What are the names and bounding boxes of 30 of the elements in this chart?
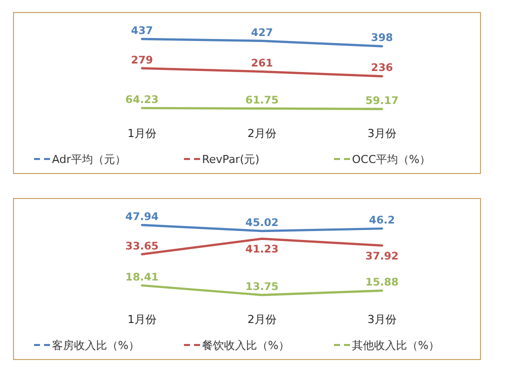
- legend-label: RevPar(元): [202, 153, 260, 166]
- x-tick-label: 2月份: [248, 127, 276, 140]
- x-tick-label: 3月份: [368, 127, 396, 140]
- data-label: 64.23: [125, 94, 159, 106]
- x-tick-label: 1月份: [128, 127, 156, 140]
- data-label: 15.88: [365, 276, 399, 289]
- data-label: 13.75: [245, 281, 279, 293]
- legend-label: Adr平均（元）: [52, 153, 126, 166]
- data-label: 236: [371, 62, 393, 74]
- x-tick-label: 1月份: [128, 313, 156, 326]
- data-label: 398: [371, 32, 393, 44]
- legend-label: 客房收入比（%）: [52, 339, 140, 352]
- x-tick-label: 3月份: [368, 313, 396, 326]
- x-tick-label: 2月份: [248, 313, 276, 326]
- data-label: 59.17: [365, 95, 399, 107]
- data-label: 61.75: [245, 94, 279, 107]
- data-label: 261: [251, 58, 273, 70]
- data-label: 45.02: [245, 216, 279, 229]
- legend-label: OCC平均（%）: [352, 153, 430, 166]
- data-label: 47.94: [125, 211, 159, 223]
- data-label: 437: [131, 25, 153, 37]
- data-label: 41.23: [245, 244, 279, 256]
- legend-label: 餐饮收入比（%）: [202, 339, 290, 352]
- data-label: 33.65: [125, 240, 159, 252]
- legend-label: 其他收入比（%）: [352, 339, 440, 352]
- data-label: 427: [251, 26, 273, 39]
- data-label: 18.41: [125, 271, 159, 284]
- data-label: 46.2: [369, 214, 395, 227]
- data-label: 37.92: [365, 250, 399, 263]
- data-label: 279: [131, 54, 153, 66]
